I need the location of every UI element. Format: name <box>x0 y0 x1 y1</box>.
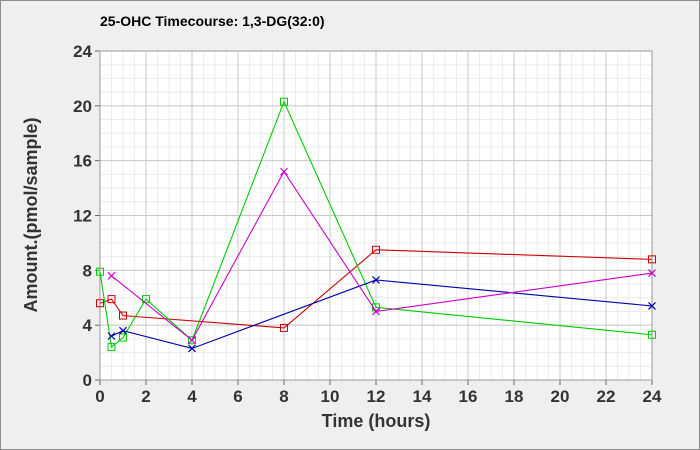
x-tick-label: 10 <box>321 387 340 406</box>
data-point-stroke <box>107 271 116 280</box>
y-tick-label: 24 <box>73 42 92 61</box>
y-tick-label: 20 <box>73 97 92 116</box>
data-point <box>119 311 127 320</box>
data-point <box>119 326 127 335</box>
data-point-stroke <box>188 336 196 345</box>
series-line <box>99 249 653 329</box>
data-point-stroke <box>188 344 196 353</box>
data-point <box>188 336 196 345</box>
x-axis-label: Time (hours) <box>322 411 431 431</box>
data-point-stroke <box>372 307 380 316</box>
data-point <box>280 323 288 332</box>
series-4 <box>107 167 656 345</box>
data-point <box>648 302 656 310</box>
y-tick-label: 8 <box>83 261 92 280</box>
x-tick-label: 16 <box>459 387 478 406</box>
series-line <box>99 100 653 349</box>
data-point <box>96 267 104 276</box>
data-point <box>372 307 380 316</box>
grid <box>99 50 653 381</box>
y-tick-label: 16 <box>73 152 92 171</box>
x-tick-label: 6 <box>233 387 242 406</box>
x-tick-label: 18 <box>505 387 524 406</box>
data-point <box>648 269 656 277</box>
y-axis-label: Amount.(pmol/sample) <box>21 117 41 312</box>
data-point <box>648 330 656 339</box>
series-3 <box>107 276 656 353</box>
data-point <box>372 245 380 254</box>
x-tick-label: 2 <box>141 387 150 406</box>
data-point-stroke <box>648 302 656 310</box>
data-point <box>142 295 150 304</box>
series-1 <box>96 245 656 332</box>
data-point <box>107 271 116 280</box>
data-point <box>107 332 116 341</box>
x-tick-label: 22 <box>597 387 616 406</box>
series-2 <box>96 97 656 352</box>
data-point <box>648 255 656 264</box>
data-point <box>119 333 127 342</box>
x-tick-label: 24 <box>643 387 662 406</box>
data-point-stroke <box>119 326 127 335</box>
data-point <box>188 336 196 345</box>
y-tick-label: 4 <box>83 316 93 335</box>
data-point <box>188 344 196 353</box>
data-point <box>280 167 288 176</box>
data-point-stroke <box>107 332 116 341</box>
series-group <box>96 97 656 353</box>
y-tick-label: 0 <box>83 371 92 390</box>
x-tick-label: 8 <box>279 387 288 406</box>
data-point-stroke <box>280 167 288 176</box>
data-point-stroke <box>372 276 380 284</box>
y-tick-label: 12 <box>73 207 92 226</box>
x-tick-label: 14 <box>413 387 432 406</box>
x-tick-label: 12 <box>367 387 386 406</box>
data-point <box>96 299 104 308</box>
data-point <box>107 343 116 352</box>
data-point <box>107 295 116 304</box>
x-tick-label: 4 <box>187 387 197 406</box>
plot-border <box>99 50 653 381</box>
data-point <box>372 276 380 284</box>
x-tick-label: 0 <box>95 387 104 406</box>
data-point <box>280 97 288 106</box>
data-point-stroke <box>648 269 656 277</box>
chart-title: 25-OHC Timecourse: 1,3-DG(32:0) <box>100 13 325 29</box>
x-tick-label: 20 <box>551 387 570 406</box>
